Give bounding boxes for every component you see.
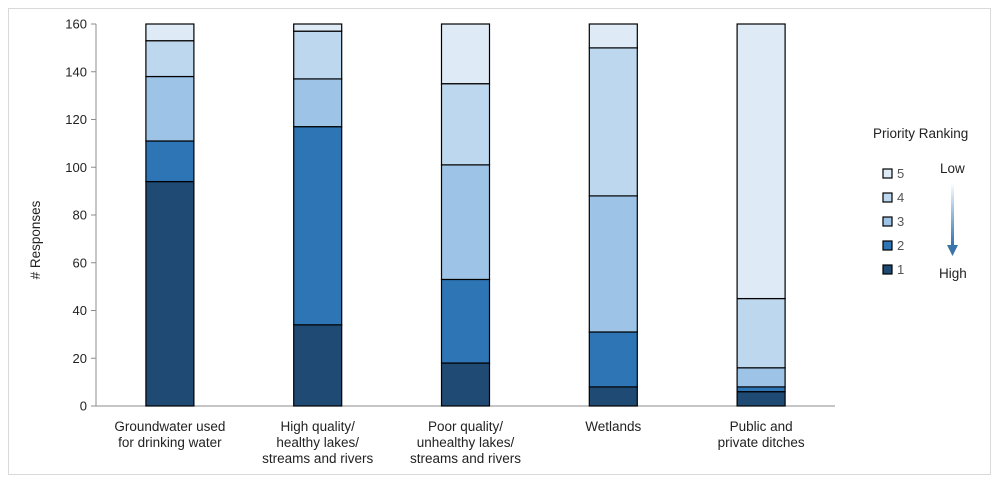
legend-swatch [882, 216, 893, 227]
legend-swatch [882, 264, 893, 275]
bar-segment-priority-2 [440, 278, 491, 364]
chart-axes: 0 20 40 60 80 100 120 140 160 [65, 17, 835, 414]
bar-segment-priority-2 [588, 331, 638, 388]
y-tick-label: 0 [80, 399, 87, 414]
x-category-label: Wetlands [585, 419, 641, 434]
bar-segment-priority-5 [293, 23, 343, 32]
y-tick-label: 140 [65, 64, 87, 79]
y-tick-label: 100 [65, 160, 87, 175]
x-category-label: unhealthy lakes/ [417, 435, 515, 450]
bar-segment-priority-1 [440, 362, 491, 407]
bar-segment-priority-2 [293, 126, 343, 326]
x-category-label: healthy lakes/ [276, 435, 359, 450]
bar-segment-priority-3 [440, 164, 491, 281]
bar-segment-priority-1 [293, 324, 343, 407]
bar-segment-priority-5 [736, 23, 786, 300]
bar-segment-priority-4 [293, 30, 343, 80]
y-tick-label: 160 [65, 17, 87, 32]
x-category-label: for drinking water [118, 435, 222, 450]
legend-items: 5 4 3 2 1 [882, 166, 904, 277]
legend-label: 1 [897, 262, 904, 277]
y-tick-label: 40 [73, 303, 87, 318]
legend-swatch [882, 240, 893, 251]
bar-segment-priority-2 [145, 140, 195, 183]
y-tick-label: 120 [65, 112, 87, 127]
legend-high-label: High [939, 266, 967, 281]
y-axis-label: # Responses [28, 200, 43, 279]
bar-segment-priority-4 [145, 40, 195, 78]
legend-low-label: Low [940, 161, 965, 176]
y-tick-label: 20 [73, 351, 87, 366]
x-category-label: Public and [730, 419, 793, 434]
bar-segment-priority-1 [588, 386, 638, 407]
legend-label: 2 [897, 238, 904, 253]
bar-segment-priority-5 [440, 23, 491, 85]
legend-swatch [882, 168, 893, 179]
bar-segment-priority-5 [145, 23, 195, 42]
legend-label: 5 [897, 166, 904, 181]
chart-bars [145, 23, 786, 407]
x-category-label: Poor quality/ [428, 419, 503, 434]
x-category-label: private ditches [718, 435, 805, 450]
bar-segment-priority-3 [736, 367, 786, 388]
bar-segment-priority-3 [293, 78, 343, 128]
y-tick-label: 80 [73, 208, 87, 223]
bar-segment-priority-4 [588, 47, 638, 197]
bar-segment-priority-4 [440, 83, 491, 166]
legend-label: 3 [897, 214, 904, 229]
legend-swatch [882, 192, 893, 203]
legend-title: Priority Ranking [873, 126, 968, 141]
bar-segment-priority-2 [736, 386, 786, 393]
bar-segment-priority-5 [588, 23, 638, 49]
x-category-label: High quality/ [281, 419, 356, 434]
priority-arrow-icon [947, 183, 958, 256]
bar-segment-priority-3 [588, 195, 638, 333]
bar-segment-priority-1 [145, 180, 195, 407]
chart-frame [8, 8, 991, 475]
x-category-label: streams and rivers [262, 451, 373, 466]
legend-label: 4 [897, 190, 904, 205]
y-tick-label: 60 [73, 255, 87, 270]
bar-segment-priority-4 [736, 297, 786, 369]
x-category-label: Groundwater used [114, 419, 225, 434]
legend: Priority Ranking Low High 5 4 3 2 1 [873, 126, 968, 281]
bar-segment-priority-3 [145, 75, 195, 142]
bar-segment-priority-1 [736, 391, 786, 407]
x-category-label: streams and rivers [410, 451, 521, 466]
